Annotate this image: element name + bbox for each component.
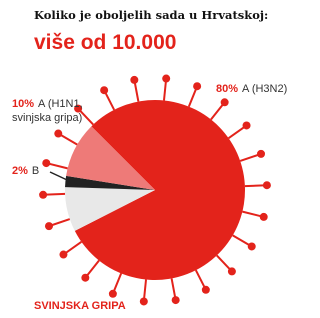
category-label: B: [32, 165, 39, 177]
value-label: 2%: [12, 165, 28, 177]
spike-ball: [130, 76, 138, 84]
spike-ball: [263, 181, 271, 189]
spike-ball: [100, 86, 108, 94]
spike-ball: [248, 242, 256, 250]
spike-ball: [59, 251, 67, 259]
spike-ball: [45, 222, 53, 230]
chart-title: Koliko je oboljelih sada u Hrvatskoj:: [34, 8, 268, 22]
slice-label: 10%A (H1N1, svinjska gripa): [12, 97, 122, 125]
spike-ball: [257, 150, 265, 158]
slice-label: 2% B: [12, 164, 39, 178]
chart-subtitle: više od 10.000: [34, 31, 176, 55]
spike-ball: [228, 267, 236, 275]
spike-ball: [54, 130, 62, 138]
slice-label: 80% A (H3N2): [216, 82, 287, 96]
value-label: 80%: [216, 83, 238, 95]
spike-ball: [202, 286, 210, 294]
spike-ball: [81, 274, 89, 282]
spike-ball: [243, 121, 251, 129]
spike-ball: [162, 75, 170, 83]
spike-ball: [260, 213, 268, 221]
spike-ball: [39, 191, 47, 199]
spike-ball: [193, 82, 201, 90]
spike-ball: [172, 296, 180, 304]
value-label: 10%: [12, 98, 34, 110]
infographic: Koliko je oboljelih sada u Hrvatskoj: vi…: [0, 0, 300, 318]
footer-note: SVINJSKA GRIPA: [34, 300, 126, 312]
spike-ball: [221, 98, 229, 106]
spike-ball: [109, 290, 117, 298]
category-label: A (H3N2): [242, 83, 287, 95]
spike-ball: [140, 297, 148, 305]
spike-ball: [42, 159, 50, 167]
